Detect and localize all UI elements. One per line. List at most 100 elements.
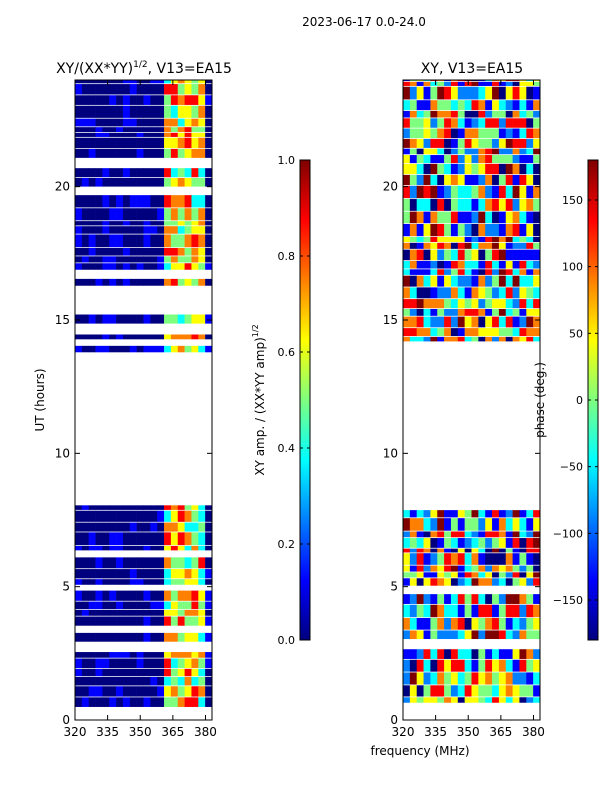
amp-heatmap-cell: [143, 532, 151, 546]
phase-heatmap-cell: [485, 630, 493, 640]
phase-heatmap-cell: [444, 86, 452, 100]
phase-heatmap-cell: [457, 531, 465, 538]
phase-heatmap-cell: [457, 336, 465, 342]
amp-heatmap-cell: [157, 345, 165, 353]
amp-heatmap-cell: [143, 84, 151, 95]
phase-heatmap-cell: [444, 565, 452, 572]
phase-heatmap-cell: [403, 100, 411, 111]
phase-heatmap-cell: [485, 155, 493, 164]
phase-heatmap-cell: [471, 198, 479, 211]
amp-heatmap-cell: [75, 247, 83, 256]
phase-heatmap-cell: [444, 110, 452, 118]
phase-heatmap-cell: [423, 185, 431, 199]
amp-heatmap-cell: [164, 278, 172, 286]
phase-heatmap-cell: [512, 236, 520, 243]
phase-heatmap-cell: [416, 100, 424, 111]
amp-heatmap-cell: [81, 658, 89, 669]
amp-heatmap-cell: [205, 697, 213, 707]
phase-heatmap-cell: [450, 242, 459, 249]
amp-heatmap-cell: [136, 132, 144, 137]
amp-heatmap-cell: [170, 105, 179, 118]
phase-heatmap-cell: [464, 163, 472, 175]
amp-heatmap-cell: [102, 118, 110, 127]
phase-heatmap-cell: [430, 242, 438, 249]
amp-heatmap-cell: [95, 234, 103, 248]
amp-heatmap-cell: [136, 278, 144, 286]
phase-heatmap-cell: [519, 138, 527, 148]
phase-heatmap-cell: [471, 510, 479, 518]
amp-heatmap-cell: [143, 334, 151, 340]
amp-heatmap-cell: [102, 84, 110, 95]
phase-heatmap-cell: [526, 572, 534, 578]
amp-heatmap-cell: [75, 569, 83, 579]
phase-heatmap-cell: [492, 80, 500, 82]
amp-heatmap-cell: [157, 95, 165, 105]
phase-heatmap-cell: [450, 697, 459, 703]
phase-heatmap-cell: [444, 128, 452, 139]
phase-heatmap-cell: [485, 548, 493, 553]
phase-heatmap-cell: [492, 81, 500, 86]
amp-heatmap-cell: [136, 601, 144, 610]
amp-heatmap-cell: [191, 221, 199, 226]
amp-heatmap-cell: [164, 522, 172, 532]
amp-heatmap-cell: [136, 632, 144, 642]
amp-heatmap-cell: [129, 668, 137, 677]
phase-heatmap-cell: [519, 81, 527, 86]
phase-heatmap-cell: [430, 138, 438, 148]
amp-heatmap-cell: [81, 545, 89, 551]
amp-heatmap-cell: [75, 557, 83, 569]
amp-heatmap-cell: [88, 676, 96, 686]
phase-heatmap-cell: [457, 553, 465, 565]
phase-heatmap-cell: [416, 138, 424, 148]
amp-heatmap-cell: [177, 118, 185, 127]
phase-heatmap-cell: [416, 538, 424, 548]
amp-heatmap-cell: [95, 676, 103, 686]
amp-heatmap-cell: [164, 127, 172, 133]
amp-heatmap-cell: [150, 686, 158, 697]
phase-heatmap-cell: [485, 510, 493, 518]
amp-heatmap-cell: [109, 221, 117, 226]
phase-heatmap-cell: [409, 128, 417, 139]
phase-heatmap-cell: [498, 594, 507, 604]
phase-heatmap-cell: [478, 336, 486, 342]
amp-heatmap-cell: [157, 221, 165, 226]
phase-heatmap-cell: [512, 649, 520, 659]
amp-heatmap-cell: [102, 345, 110, 353]
amp-heatmap-cell: [184, 208, 192, 221]
phase-heatmap-cell: [512, 697, 520, 703]
phase-heatmap-cell: [498, 236, 507, 243]
amp-heatmap-cell: [102, 579, 110, 585]
phase-heatmap-cell: [498, 148, 507, 155]
phase-heatmap-cell: [464, 249, 472, 261]
phase-heatmap-cell: [457, 572, 465, 578]
phase-heatmap-cell: [512, 86, 520, 100]
amp-heatmap-cell: [136, 178, 144, 187]
phase-heatmap-cell: [519, 163, 527, 175]
amp-heatmap-cell: [81, 208, 89, 221]
amp-heatmap-cell: [109, 658, 117, 669]
amp-heatmap-cell: [129, 256, 137, 263]
amp-heatmap-cell: [150, 590, 158, 601]
phase-heatmap-cell: [492, 223, 500, 237]
amp-heatmap-cell: [116, 522, 124, 532]
amp-heatmap-cell: [136, 590, 144, 601]
phase-heatmap-cell: [512, 336, 520, 342]
amp-heatmap-cell: [88, 345, 96, 353]
phase-heatmap-cell: [505, 328, 513, 337]
amp-heatmap-cell: [129, 569, 137, 579]
phase-heatmap-cell: [464, 578, 472, 586]
amp-heatmap-cell: [81, 569, 89, 579]
amp-heatmap-cell: [143, 579, 151, 585]
amp-heatmap-cell: [191, 609, 199, 616]
amp-heatmap-cell: [109, 652, 117, 658]
amp-heatmap-cell: [157, 609, 165, 616]
amp-heatmap-cell: [170, 632, 179, 642]
phase-heatmap-cell: [526, 249, 534, 261]
amp-heatmap-cell: [170, 569, 179, 579]
phase-heatmap-cell: [444, 155, 452, 164]
amp-heatmap-cell: [116, 247, 124, 256]
phase-heatmap-cell: [423, 110, 431, 118]
amp-colorbar-label: XY amp. / (XX*YY amp)1/2: [251, 324, 267, 475]
phase-heatmap-cell: [416, 548, 424, 553]
amp-heatmap-cell: [129, 263, 137, 270]
